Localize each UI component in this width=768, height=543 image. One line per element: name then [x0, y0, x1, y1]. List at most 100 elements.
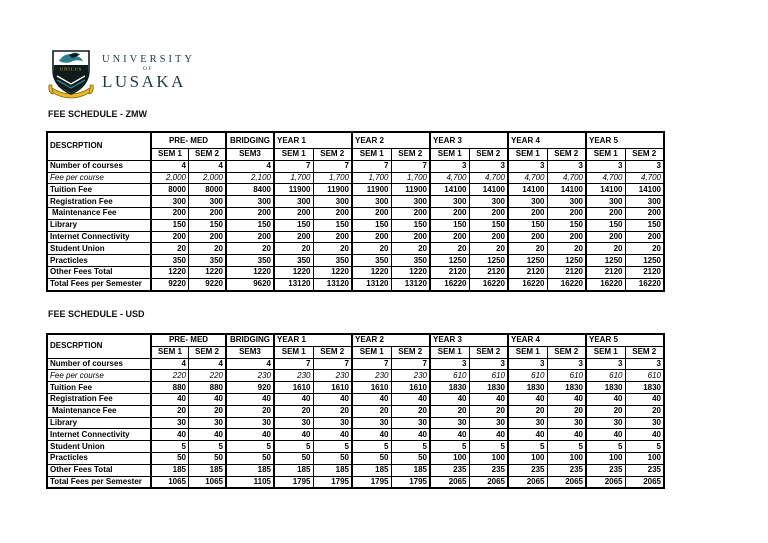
fee-cell: 40 [429, 392, 470, 406]
fee-cell: 2065 [546, 475, 587, 489]
fee-cell: 40 [188, 392, 227, 406]
group-header-year-4: YEAR 4 [507, 333, 587, 347]
fee-cell: 30 [225, 416, 275, 430]
row-label: Practicles [46, 451, 152, 465]
row-label: Internet Connectivity [46, 230, 152, 244]
fee-cell: 20 [351, 242, 392, 256]
semester-header: SEM 2 [390, 148, 431, 161]
fee-schedule-usd-section: DESCRPTION PRE- MED BRIDGING YEAR 1 YEAR 2 YE… [46, 333, 665, 490]
table-row: Fee per course 220 220 230 230 230 230 230 610 61… [46, 369, 665, 383]
fee-cell: 7 [390, 357, 431, 371]
table-row: Library 30 30 30 30 30 30 30 30 30 30 30 30 30 [46, 416, 665, 430]
fee-cell: 20 [585, 242, 626, 256]
fee-cell: 8000 [188, 183, 227, 197]
fee-cell: 20 [546, 404, 587, 418]
fee-cell: 40 [429, 428, 470, 442]
table-row: Tuition Fee 880 880 920 1610 1610 1610 1610 1830… [46, 381, 665, 394]
fee-cell: 40 [624, 392, 665, 406]
fee-cell: 100 [585, 451, 626, 465]
fee-cell: 4 [225, 357, 275, 371]
fee-cell: 1250 [585, 254, 626, 267]
fee-cell: 2065 [585, 475, 626, 489]
fee-cell: 1610 [390, 381, 431, 394]
fee-cell: 7 [390, 159, 431, 173]
fee-cell: 1830 [429, 381, 470, 394]
fee-cell: 3 [585, 159, 626, 173]
row-label: Total Fees per Semester [46, 277, 152, 292]
semester-header: SEM 1 [507, 345, 548, 359]
fee-cell: 1830 [546, 381, 587, 394]
fee-cell: 100 [624, 451, 665, 465]
fee-cell: 150 [150, 218, 189, 232]
fee-cell: 1,700 [273, 171, 314, 185]
fee-cell: 300 [585, 195, 626, 208]
fee-cell: 200 [273, 230, 314, 244]
fee-cell: 150 [351, 218, 392, 232]
fee-cell: 3 [468, 357, 509, 371]
fee-cell: 20 [312, 242, 353, 256]
semester-header: SEM 1 [351, 345, 392, 359]
group-header-year-2: YEAR 2 [351, 131, 431, 149]
fee-cell: 4 [188, 357, 227, 371]
fee-cell: 5 [585, 440, 626, 453]
row-label: Fee per course [46, 369, 152, 383]
fee-cell: 150 [429, 218, 470, 232]
wordmark-university: UNIVERSITY [102, 54, 195, 65]
fee-cell: 40 [546, 392, 587, 406]
fee-cell: 5 [351, 440, 392, 453]
fee-cell: 150 [225, 218, 275, 232]
table-row: Number of courses 4 4 4 7 7 7 7 3 3 3 3 3 3 [46, 159, 665, 173]
row-label: Student Union [46, 242, 152, 256]
semester-header: SEM 1 [273, 345, 314, 359]
fee-cell: 235 [429, 463, 470, 477]
fee-cell: 200 [468, 206, 509, 220]
fee-cell: 150 [188, 218, 227, 232]
fee-cell: 20 [585, 404, 626, 418]
fee-schedule-zmw-title: FEE SCHEDULE - ZMW [48, 109, 147, 119]
fee-cell: 2065 [429, 475, 470, 489]
fee-cell: 11900 [390, 183, 431, 197]
fee-cell: 30 [351, 416, 392, 430]
fee-cell: 1250 [624, 254, 665, 267]
fee-cell: 9620 [225, 277, 275, 292]
fee-cell: 4 [188, 159, 227, 173]
fee-cell: 1250 [429, 254, 470, 267]
table-row: Practicles 50 50 50 50 50 50 50 100 100 100 100 100 1… [46, 451, 665, 465]
fee-cell: 610 [468, 369, 509, 383]
fee-cell: 2065 [468, 475, 509, 489]
fee-cell: 610 [624, 369, 665, 383]
semester-header: SEM 2 [188, 345, 227, 359]
fee-cell: 200 [390, 206, 431, 220]
fee-cell: 1795 [273, 475, 314, 489]
fee-cell: 200 [312, 206, 353, 220]
group-header-year-3: YEAR 3 [429, 131, 509, 149]
semester-header: SEM 2 [468, 148, 509, 161]
fee-cell: 16220 [507, 277, 548, 292]
row-label: Practicles [46, 254, 152, 267]
fee-cell: 4,700 [507, 171, 548, 185]
row-label: Total Fees per Semester [46, 475, 152, 489]
fee-cell: 300 [225, 195, 275, 208]
fee-cell: 5 [312, 440, 353, 453]
fee-cell: 610 [507, 369, 548, 383]
table-row: Internet Connectivity 200 200 200 200 200 200 2… [46, 230, 665, 244]
semester-header: SEM 1 [585, 345, 626, 359]
fee-cell: 4 [150, 357, 189, 371]
group-header-pre-med: PRE- MED [150, 131, 227, 149]
fee-cell: 200 [624, 230, 665, 244]
fee-cell: 1830 [624, 381, 665, 394]
fee-cell: 13120 [351, 277, 392, 292]
fee-cell: 14100 [624, 183, 665, 197]
fee-cell: 30 [150, 416, 189, 430]
fee-cell: 13120 [390, 277, 431, 292]
fee-cell: 235 [507, 463, 548, 477]
fee-cell: 5 [150, 440, 189, 453]
fee-cell: 235 [468, 463, 509, 477]
fee-cell: 3 [429, 159, 470, 173]
crest-banner-text: UNILUS [60, 67, 83, 72]
university-wordmark: UNIVERSITY OF LUSAKA [102, 50, 195, 92]
fee-cell: 4,700 [585, 171, 626, 185]
fee-cell: 13120 [273, 277, 314, 292]
fee-cell: 14100 [507, 183, 548, 197]
group-header-year-2: YEAR 2 [351, 333, 431, 347]
